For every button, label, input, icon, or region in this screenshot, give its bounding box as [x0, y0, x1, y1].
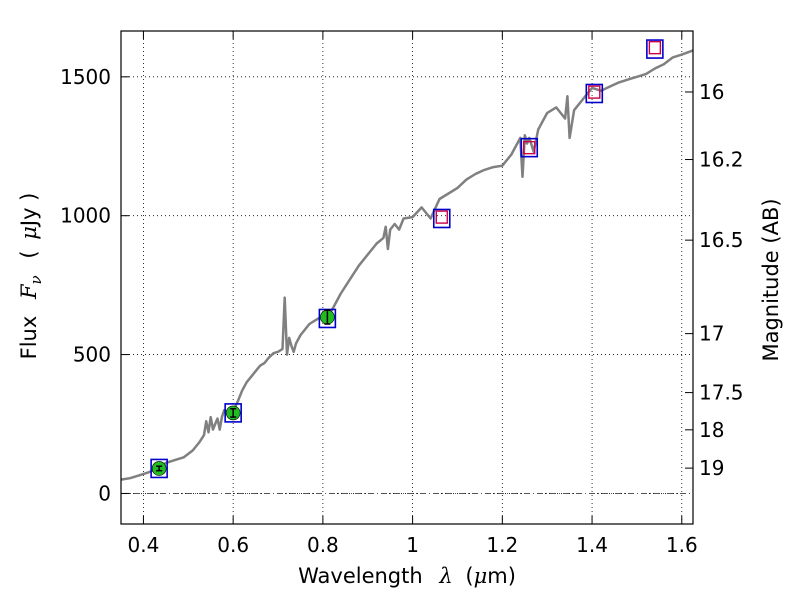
y-axis-label-unit-suffix: Jy ): [17, 193, 41, 229]
model-photometry-box: [585, 83, 604, 104]
y2-tick-label: 16.2: [699, 148, 744, 172]
model-photometry-box: [224, 403, 242, 423]
x-tick-label: 1.6: [666, 533, 698, 557]
model-photometry-box: [150, 458, 168, 479]
predicted-photometry-box: [588, 85, 601, 99]
y2-axis-label: Magnitude (AB): [759, 198, 783, 361]
y-tick-label: 500: [73, 343, 111, 367]
x-tick-label: 0.6: [217, 533, 249, 557]
model-photometry-box: [646, 39, 664, 59]
y2-tick-label: 17: [699, 322, 724, 346]
y-tick-label: 1500: [60, 65, 111, 89]
x-axis-label-unit-mu: μ: [474, 564, 488, 588]
y2-tick-label: 16: [699, 80, 724, 104]
y-tick-label: 1000: [60, 204, 111, 228]
x-axis-label-unit-suffix: m): [487, 564, 516, 588]
x-tick-label: 0.4: [128, 533, 160, 557]
y-axis-label-unit-prefix: (: [17, 250, 41, 258]
x-axis-label-unit-prefix: (: [465, 564, 473, 588]
model-photometry-box: [432, 208, 451, 229]
y2-tick-label: 16.5: [699, 228, 744, 252]
grid: [121, 31, 693, 524]
x-tick-label: 1: [406, 533, 419, 557]
x-axis-label-text: Wavelength: [298, 564, 423, 588]
photometry-markers: [150, 39, 664, 479]
predicted-photometry-box: [523, 140, 536, 155]
y-axis-label-text: Flux: [17, 316, 41, 360]
predicted-photometry-box: [435, 210, 448, 224]
x-tick-label: 1.4: [576, 533, 608, 557]
x-tick-label: 1.2: [486, 533, 518, 557]
y2-tick-label: 19: [699, 456, 724, 480]
y-axis-label-subscript: ν: [27, 275, 45, 284]
axis-ticks: 0.4 0.6 0.8 1 1.2 1.4 1.6 0 500 1000 1500 16 16.2 16.…: [60, 31, 744, 557]
x-axis-label: Wavelength λ (μm): [298, 564, 516, 588]
x-axis-label-symbol: λ: [438, 564, 452, 588]
plot-frame: [120, 30, 694, 525]
predicted-photometry-box: [648, 40, 662, 55]
y-axis-label: Flux Fν ( μJy ): [17, 193, 46, 360]
y2-tick-label: 17.5: [699, 381, 744, 405]
plot-background: [121, 31, 693, 524]
spectrum-line: [120, 49, 694, 481]
y-axis-label-symbol: F: [17, 283, 41, 300]
x-tick-label: 0.8: [307, 533, 339, 557]
model-photometry-box: [520, 137, 539, 158]
y-axis-label-unit-mu: μ: [17, 226, 41, 240]
y2-tick-label: 18: [699, 418, 724, 442]
y-tick-label: 0: [98, 481, 111, 505]
